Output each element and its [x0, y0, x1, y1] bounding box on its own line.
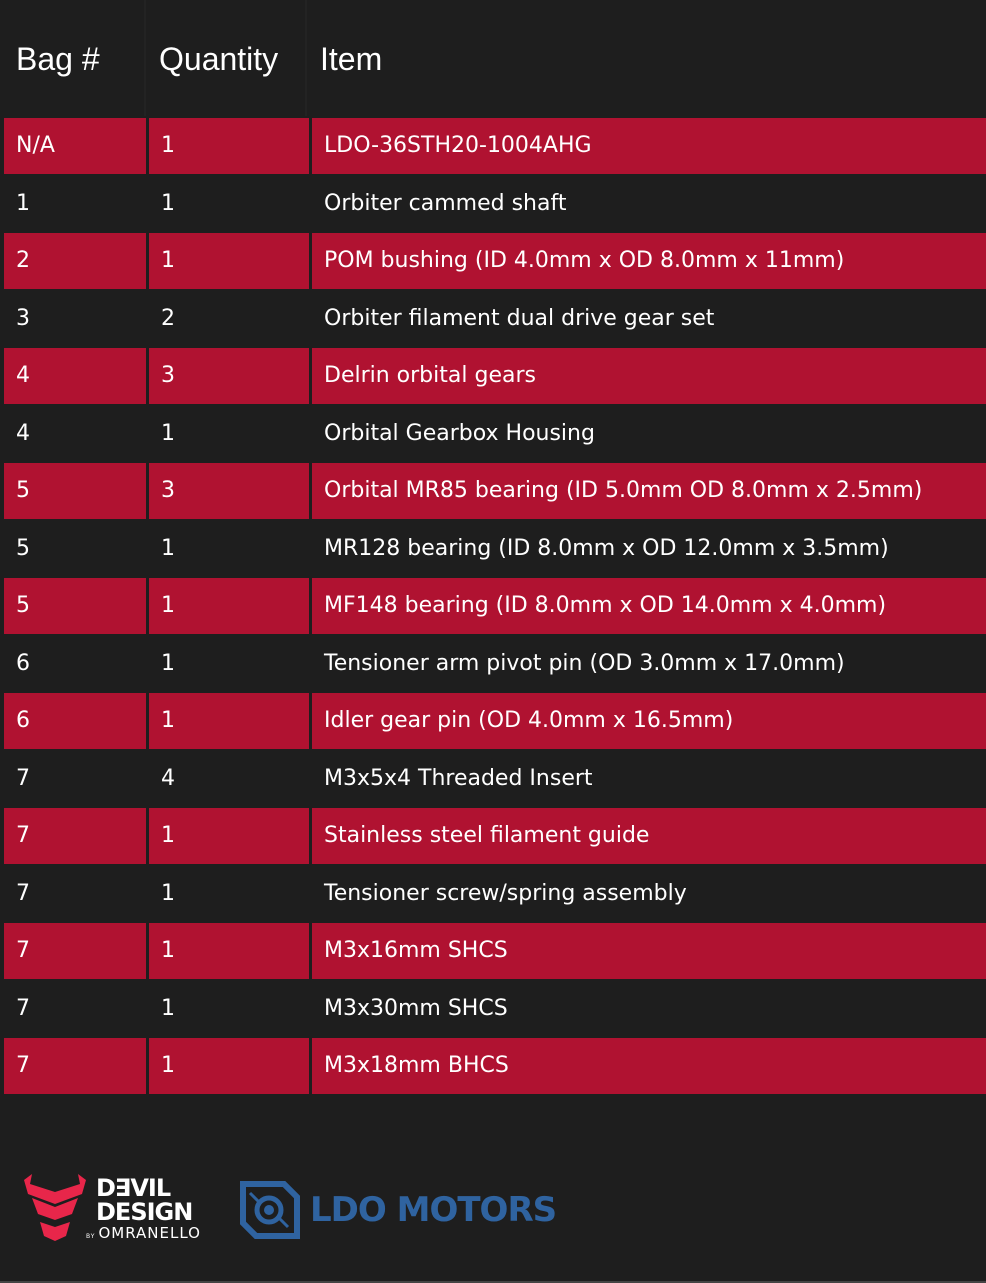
- quantity-cell: 1: [149, 980, 309, 1036]
- table-row: 4 3 Delrin orbital gears: [4, 348, 986, 406]
- table-row: 5 3 Orbital MR85 bearing (ID 5.0mm OD 8.0m…: [4, 463, 986, 521]
- table-row: 6 1 Idler gear pin (OD 4.0mm x 16.5mm): [4, 693, 986, 751]
- quantity-cell: 1: [149, 693, 309, 749]
- item-cell: POM bushing (ID 4.0mm x OD 8.0mm x 11mm): [312, 233, 986, 289]
- ldo-motors-logo-icon: [240, 1181, 300, 1239]
- table-row: 5 1 MF148 bearing (ID 8.0mm x OD 14.0mm x …: [4, 578, 986, 636]
- bag-cell: 7: [4, 980, 146, 1036]
- item-cell: Orbiter cammed shaft: [312, 175, 986, 231]
- table-row: 7 4 M3x5x4 Threaded Insert: [4, 750, 986, 809]
- table-row: 6 1 Tensioner arm pivot pin (OD 3.0mm x 17…: [4, 635, 986, 694]
- bag-cell: 4: [4, 405, 146, 461]
- devil-subtitle: BY OMRANELLO: [86, 1224, 201, 1242]
- item-cell: Tensioner screw/spring assembly: [312, 865, 986, 921]
- quantity-cell: 1: [149, 520, 309, 576]
- bag-cell: 5: [4, 463, 146, 519]
- table-header: Bag # Quantity Item: [4, 0, 986, 118]
- bag-cell: 5: [4, 520, 146, 576]
- item-cell: MR128 bearing (ID 8.0mm x OD 12.0mm x 3.…: [312, 520, 986, 576]
- item-cell: Delrin orbital gears: [312, 348, 986, 404]
- bag-cell: 7: [4, 808, 146, 864]
- devil-line2: DESIGN: [96, 1198, 193, 1226]
- devil-by: BY: [86, 1233, 96, 1240]
- quantity-cell: 1: [149, 1038, 309, 1094]
- bag-cell: 1: [4, 175, 146, 231]
- table-row: 7 1 M3x18mm BHCS: [4, 1038, 986, 1096]
- item-cell: Orbital Gearbox Housing: [312, 405, 986, 461]
- devil-line1: D∃VIL: [96, 1174, 171, 1202]
- item-cell: M3x5x4 Threaded Insert: [312, 750, 986, 806]
- quantity-cell: 1: [149, 578, 309, 634]
- bag-cell: 5: [4, 578, 146, 634]
- devil-design-logo-icon: [24, 1174, 86, 1241]
- table-row: 3 2 Orbiter filament dual drive gear set: [4, 290, 986, 349]
- table-row: 7 1 Tensioner screw/spring assembly: [4, 865, 986, 924]
- divider: [0, 1281, 986, 1283]
- quantity-cell: 1: [149, 808, 309, 864]
- table-row: 5 1 MR128 bearing (ID 8.0mm x OD 12.0mm x …: [4, 520, 986, 579]
- table-row: 2 1 POM bushing (ID 4.0mm x OD 8.0mm x 11m…: [4, 233, 986, 291]
- item-cell: M3x16mm SHCS: [312, 923, 986, 979]
- item-cell: Stainless steel filament guide: [312, 808, 986, 864]
- quantity-cell: 1: [149, 635, 309, 691]
- bag-cell: 6: [4, 635, 146, 691]
- bag-cell: 2: [4, 233, 146, 289]
- table-row: 7 1 Stainless steel filament guide: [4, 808, 986, 866]
- devil-sub-text: OMRANELLO: [98, 1224, 201, 1242]
- parts-table: Bag # Quantity Item N/A 1 LDO-36STH20-1004…: [4, 0, 986, 1096]
- table-body: N/A 1 LDO-36STH20-1004AHG 1 1 Orbiter cammed …: [4, 118, 986, 1096]
- footer-logos: D∃VIL DESIGN BY OMRANELLO LDO MOTORS: [0, 1140, 986, 1283]
- bag-cell: 7: [4, 750, 146, 806]
- quantity-cell: 2: [149, 290, 309, 346]
- item-cell: MF148 bearing (ID 8.0mm x OD 14.0mm x 4.…: [312, 578, 986, 634]
- header-item: Item: [320, 40, 383, 77]
- ldo-motors-wordmark: LDO MOTORS: [310, 1190, 557, 1230]
- devil-design-wordmark: D∃VIL DESIGN: [96, 1174, 193, 1226]
- item-cell: LDO-36STH20-1004AHG: [312, 118, 986, 174]
- quantity-cell: 1: [149, 865, 309, 921]
- quantity-cell: 1: [149, 118, 309, 174]
- quantity-cell: 1: [149, 233, 309, 289]
- item-cell: M3x18mm BHCS: [312, 1038, 986, 1094]
- quantity-cell: 3: [149, 348, 309, 404]
- table-row: 4 1 Orbital Gearbox Housing: [4, 405, 986, 464]
- table-row: 7 1 M3x16mm SHCS: [4, 923, 986, 981]
- item-cell: M3x30mm SHCS: [312, 980, 986, 1036]
- quantity-cell: 3: [149, 463, 309, 519]
- item-cell: Orbiter filament dual drive gear set: [312, 290, 986, 346]
- header-bag: Bag #: [4, 0, 146, 116]
- table-row: 7 1 M3x30mm SHCS: [4, 980, 986, 1039]
- bag-cell: N/A: [4, 118, 146, 174]
- item-cell: Idler gear pin (OD 4.0mm x 16.5mm): [312, 693, 986, 749]
- bag-cell: 3: [4, 290, 146, 346]
- table-row: N/A 1 LDO-36STH20-1004AHG: [4, 118, 986, 176]
- bag-cell: 4: [4, 348, 146, 404]
- header-quantity: Quantity: [147, 0, 307, 116]
- quantity-cell: 1: [149, 923, 309, 979]
- table-row: 1 1 Orbiter cammed shaft: [4, 175, 986, 234]
- quantity-cell: 1: [149, 405, 309, 461]
- quantity-cell: 4: [149, 750, 309, 806]
- bag-cell: 7: [4, 865, 146, 921]
- item-cell: Tensioner arm pivot pin (OD 3.0mm x 17.0…: [312, 635, 986, 691]
- quantity-cell: 1: [149, 175, 309, 231]
- bag-cell: 7: [4, 923, 146, 979]
- bag-cell: 6: [4, 693, 146, 749]
- item-cell: Orbital MR85 bearing (ID 5.0mm OD 8.0mm …: [312, 463, 986, 519]
- bag-cell: 7: [4, 1038, 146, 1094]
